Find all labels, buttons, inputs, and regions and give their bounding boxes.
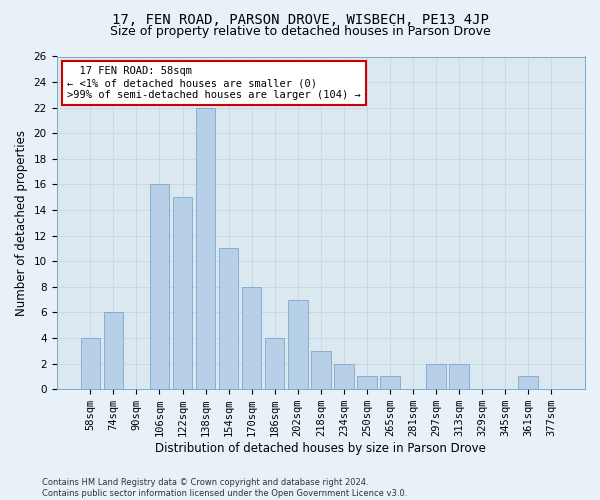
Text: Size of property relative to detached houses in Parson Drove: Size of property relative to detached ho… xyxy=(110,25,490,38)
Bar xyxy=(288,300,308,389)
Bar xyxy=(219,248,238,389)
Bar xyxy=(380,376,400,389)
Bar xyxy=(265,338,284,389)
Bar xyxy=(426,364,446,389)
Bar xyxy=(357,376,377,389)
Bar xyxy=(104,312,123,389)
Bar xyxy=(149,184,169,389)
Bar xyxy=(196,108,215,389)
Bar xyxy=(311,351,331,389)
Bar xyxy=(449,364,469,389)
Bar xyxy=(173,198,193,389)
Bar xyxy=(518,376,538,389)
X-axis label: Distribution of detached houses by size in Parson Drove: Distribution of detached houses by size … xyxy=(155,442,486,455)
Text: 17 FEN ROAD: 58sqm
← <1% of detached houses are smaller (0)
>99% of semi-detache: 17 FEN ROAD: 58sqm ← <1% of detached hou… xyxy=(67,66,361,100)
Text: Contains HM Land Registry data © Crown copyright and database right 2024.
Contai: Contains HM Land Registry data © Crown c… xyxy=(42,478,407,498)
Bar xyxy=(80,338,100,389)
Bar xyxy=(242,287,262,389)
Text: 17, FEN ROAD, PARSON DROVE, WISBECH, PE13 4JP: 17, FEN ROAD, PARSON DROVE, WISBECH, PE1… xyxy=(112,12,488,26)
Y-axis label: Number of detached properties: Number of detached properties xyxy=(15,130,28,316)
Bar xyxy=(334,364,353,389)
